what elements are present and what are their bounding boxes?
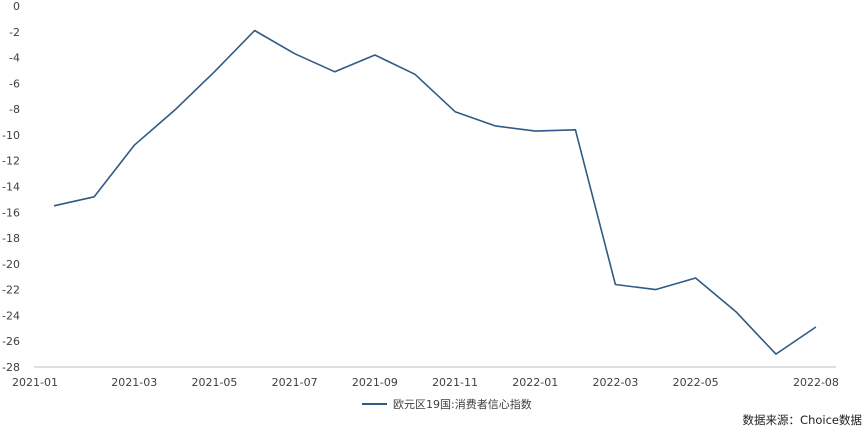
x-tick-label: 2022-03	[592, 376, 638, 389]
data-point	[293, 52, 297, 56]
data-point	[253, 29, 257, 33]
y-tick-label: -20	[2, 258, 20, 271]
legend: 欧元区19国:消费者信心指数	[362, 397, 532, 411]
y-tick-label: 0	[13, 0, 20, 13]
data-point	[212, 70, 216, 74]
data-point	[654, 288, 658, 292]
series-layer	[52, 29, 818, 356]
y-tick-label: -24	[2, 309, 20, 322]
y-tick-label: -26	[2, 335, 20, 348]
data-point	[92, 195, 96, 199]
y-tick-label: -2	[9, 26, 20, 39]
data-point	[734, 310, 738, 314]
y-tick-label: -28	[2, 361, 20, 374]
x-tick-label: 2021-07	[272, 376, 318, 389]
data-point	[373, 53, 377, 57]
y-tick-label: -18	[2, 232, 20, 245]
y-tick-label: -4	[9, 52, 20, 65]
data-point	[132, 143, 136, 147]
x-tick-label: 2021-01	[12, 376, 58, 389]
data-point	[413, 72, 417, 76]
x-tick-label: 2022-08	[793, 376, 839, 389]
data-point	[453, 110, 457, 114]
data-point	[172, 108, 176, 112]
data-point	[814, 325, 818, 329]
data-point	[333, 70, 337, 74]
data-point	[774, 352, 778, 356]
x-tick-label: 2022-05	[673, 376, 719, 389]
y-tick-label: -22	[2, 284, 20, 297]
x-tick-label: 2021-05	[191, 376, 237, 389]
y-tick-label: -8	[9, 103, 20, 116]
x-tick-label: 2021-09	[352, 376, 398, 389]
legend-label: 欧元区19国:消费者信心指数	[393, 397, 532, 411]
y-tick-label: -6	[9, 77, 20, 90]
y-axis-tick-labels: 0 -2 -4 -6 -8 -10 -12 -14 -16 -18 -20 -22 -24 -26 -28	[2, 0, 20, 374]
y-tick-label: -14	[2, 181, 20, 194]
data-point	[613, 283, 617, 287]
data-point	[533, 129, 537, 133]
x-axis-tick-labels: 2021-01 2021-03 2021-05 2021-07 2021-09 2021-…	[12, 376, 839, 389]
data-point	[493, 124, 497, 128]
x-tick-label: 2022-01	[512, 376, 558, 389]
series-line	[53, 29, 817, 355]
y-tick-label: -10	[2, 129, 20, 142]
data-point	[694, 276, 698, 280]
y-tick-label: -16	[2, 206, 20, 219]
x-tick-label: 2021-03	[111, 376, 157, 389]
y-tick-label: -12	[2, 155, 20, 168]
x-tick-label: 2021-11	[432, 376, 478, 389]
data-point	[52, 204, 56, 208]
source-label: 数据来源：Choice数据	[743, 413, 863, 427]
data-point	[573, 128, 577, 132]
